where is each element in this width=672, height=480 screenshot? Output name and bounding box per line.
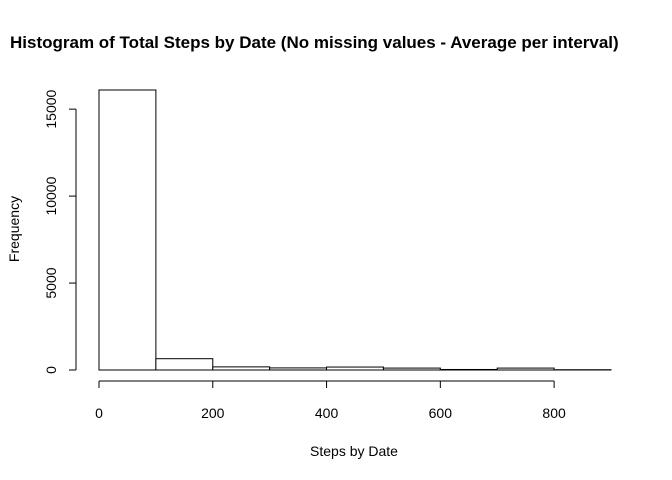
y-tick-label: 10000 — [43, 176, 59, 215]
x-tick-label: 400 — [315, 405, 339, 421]
y-tick-label: 15000 — [43, 89, 59, 128]
x-axis-label: Steps by Date — [310, 443, 398, 459]
histogram-bar-3 — [269, 367, 328, 371]
x-axis: 0 200 400 600 800 — [95, 380, 566, 421]
histogram-bar-4 — [326, 366, 384, 371]
histogram-bar-6 — [439, 368, 498, 371]
y-tick-label: 5000 — [43, 267, 59, 298]
histogram-bar-7 — [496, 367, 555, 371]
histogram-bar-2 — [212, 366, 271, 371]
x-tick-label: 0 — [95, 405, 103, 421]
x-tick-label: 800 — [542, 405, 566, 421]
histogram-bar-1 — [155, 358, 214, 371]
histogram-bar-0 — [98, 89, 157, 371]
y-axis-label: Frequency — [6, 196, 22, 262]
y-tick-label: 0 — [43, 366, 59, 374]
histogram-bars — [98, 89, 612, 371]
chart-title: Histogram of Total Steps by Date (No mis… — [10, 33, 619, 52]
histogram-bar-5 — [382, 367, 441, 371]
x-tick-label: 200 — [201, 405, 225, 421]
x-tick-label: 600 — [429, 405, 453, 421]
y-axis: 0 5000 10000 15000 — [43, 89, 77, 374]
